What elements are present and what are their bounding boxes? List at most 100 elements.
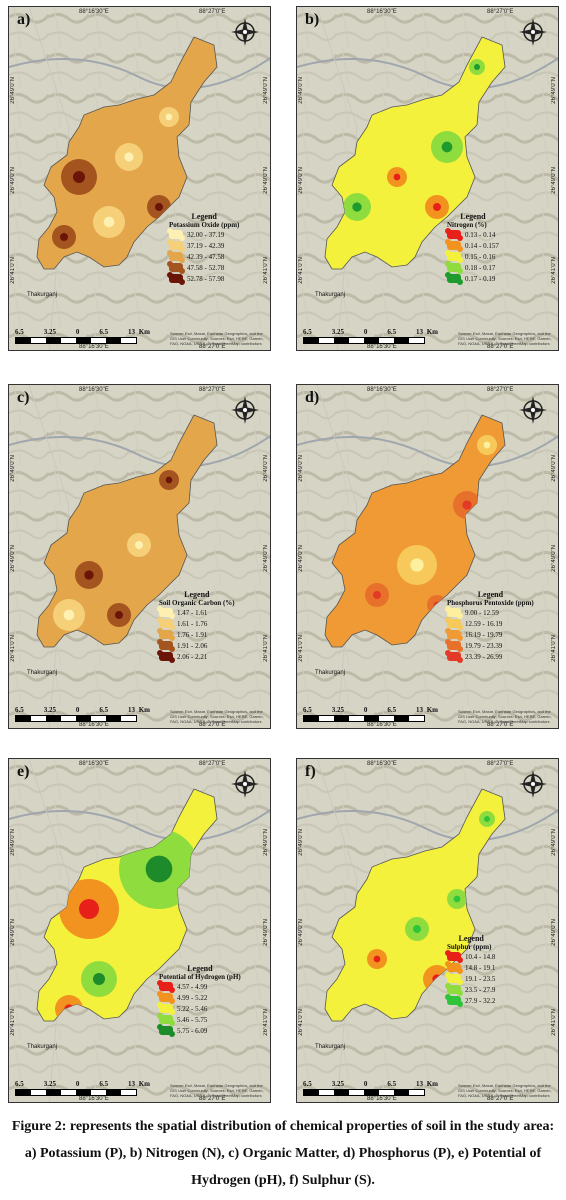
legend-item: 27.9 - 32.2: [445, 994, 496, 1007]
scale-tick-label: 3.25: [331, 706, 344, 714]
scale-tick-label: 0: [75, 706, 80, 714]
latitude-label: 26°49'0"N: [10, 829, 16, 856]
longitude-label: 88°27'0"E: [487, 387, 514, 393]
legend-swatch: [445, 650, 463, 663]
town-label: Thakurganj: [315, 292, 346, 298]
zone-core: [433, 203, 441, 211]
latitude-label: 26°49'0"N: [298, 455, 304, 482]
zone-core: [453, 895, 461, 903]
road-line: [28, 7, 70, 350]
north-arrow-icon: [230, 17, 260, 47]
legend-swatch: [445, 239, 463, 252]
scale-tick-label: 13: [128, 706, 135, 714]
legend-item: 4.57 - 4.99: [157, 980, 241, 993]
longitude-label: 88°27'0"E: [199, 387, 226, 393]
map-canvas: [297, 385, 558, 728]
legend-swatch: [157, 1002, 175, 1015]
scale-tick-label: 3.25: [43, 1080, 56, 1088]
zone-core: [135, 541, 143, 549]
latitude-label: 26°49'0"N: [551, 829, 557, 856]
legend-item: 9.00 - 12.59: [445, 606, 534, 619]
latitude-label: 26°41'0"N: [551, 257, 557, 284]
legend-subtitle: Potential of Hydrogen (pH): [159, 973, 241, 981]
legend-swatch: [445, 994, 463, 1007]
legend-range: 16.19 - 19.79: [465, 630, 503, 639]
town-label: Thakurganj: [315, 670, 346, 676]
legend-range: 4.57 - 4.99: [177, 982, 208, 991]
legend-range: 19.1 - 23.5: [465, 974, 496, 983]
latitude-label: 26°49'0"N: [263, 455, 269, 482]
scale-tick-label: 0: [75, 1080, 80, 1088]
latitude-label: 26°49'0"N: [10, 77, 16, 104]
scale-bar-graphic: [303, 715, 425, 722]
zone-core: [483, 441, 491, 449]
legend-subtitle: Phosphorus Pentoxide (ppm): [447, 599, 534, 607]
map-panel-a: a) 88°16'30"E 88°27'0"E 88°16'30"E 88°27'0"E…: [8, 6, 271, 351]
longitude-label: 88°16'30"E: [367, 344, 397, 350]
zone-core: [93, 973, 105, 985]
legend-item: 0.17 - 0.19: [445, 272, 499, 285]
map-credit: Source: Esri, Maxar, Earthstar Geographi…: [170, 709, 264, 724]
latitude-label: 26°49'0"N: [298, 919, 304, 946]
latitude-label: 26°49'0"N: [298, 545, 304, 572]
scale-tick-label: 6.5: [387, 1080, 397, 1088]
scale-tick-label: 0: [75, 328, 80, 336]
legend-swatch: [445, 983, 463, 996]
longitude-label: 88°16'30"E: [79, 344, 109, 350]
legend-swatch: [445, 628, 463, 641]
map-canvas: [9, 385, 270, 728]
legend-item: 12.59 - 16.19: [445, 617, 534, 630]
scale-tick-label: 6.5: [303, 328, 312, 336]
scale-tick-label: 6.5: [387, 706, 397, 714]
road-line: [28, 385, 70, 728]
panel-label: e): [17, 763, 30, 780]
longitude-label: 88°16'30"E: [79, 722, 109, 728]
map-legend: Legend Potassium Oxide (ppm) 32.00 - 37.19…: [167, 212, 239, 285]
longitude-label: 88°16'30"E: [79, 1096, 109, 1102]
scale-unit: Km: [138, 706, 150, 714]
legend-swatch: [167, 272, 185, 285]
zone-core: [103, 216, 115, 228]
zone-core: [155, 203, 163, 211]
zone-core: [63, 609, 75, 621]
map-canvas: [297, 7, 558, 350]
legend-range: 27.9 - 32.2: [465, 996, 496, 1005]
river-line: [297, 809, 558, 842]
map-panel-c: c) 88°16'30"E 88°27'0"E 88°16'30"E 88°27'0"E…: [8, 384, 271, 729]
latitude-label: 26°49'0"N: [263, 919, 269, 946]
legend-item: 16.19 - 19.79: [445, 628, 534, 641]
map-canvas: [9, 759, 270, 1102]
legend-item: 47.58 - 52.78: [167, 261, 239, 274]
north-arrow-icon: [230, 395, 260, 425]
legend-swatch: [157, 991, 175, 1004]
latitude-label: 26°41'0"N: [263, 257, 269, 284]
longitude-label: 88°16'30"E: [367, 722, 397, 728]
scale-unit: Km: [426, 706, 438, 714]
legend-swatch: [445, 639, 463, 652]
map-legend: Legend Nitrogen (%) 0.13 - 0.14 0.14 - 0.15…: [445, 212, 499, 285]
north-arrow-icon: [518, 769, 548, 799]
legend-item: 5.46 - 5.75: [157, 1013, 241, 1026]
legend-title: Legend: [184, 590, 210, 599]
river-line: [297, 435, 558, 468]
legend-range: 0.13 - 0.14: [465, 230, 496, 239]
north-arrow-icon: [230, 769, 260, 799]
longitude-label: 88°16'30"E: [367, 387, 397, 393]
legend-subtitle: Soil Organic Carbon (%): [159, 599, 235, 607]
legend-item: 0.13 - 0.14: [445, 228, 499, 241]
zone-core: [165, 113, 173, 121]
latitude-label: 26°49'0"N: [10, 167, 16, 194]
road-line: [316, 385, 358, 728]
legend-range: 32.00 - 37.19: [187, 230, 225, 239]
longitude-label: 88°16'30"E: [79, 761, 109, 767]
latitude-label: 26°41'0"N: [10, 257, 16, 284]
map-credit: Source: Esri, Maxar, Earthstar Geographi…: [458, 1083, 552, 1098]
scale-unit: Km: [138, 1080, 150, 1088]
figure-caption: Figure 2: represents the spatial distrib…: [11, 1119, 555, 1188]
legend-range: 23.5 - 27.9: [465, 985, 496, 994]
scale-tick-label: 6.5: [303, 1080, 312, 1088]
scale-tick-label: 13: [128, 328, 135, 336]
legend-swatch: [157, 1024, 175, 1037]
latitude-label: 26°49'0"N: [551, 167, 557, 194]
latitude-label: 26°49'0"N: [10, 919, 16, 946]
